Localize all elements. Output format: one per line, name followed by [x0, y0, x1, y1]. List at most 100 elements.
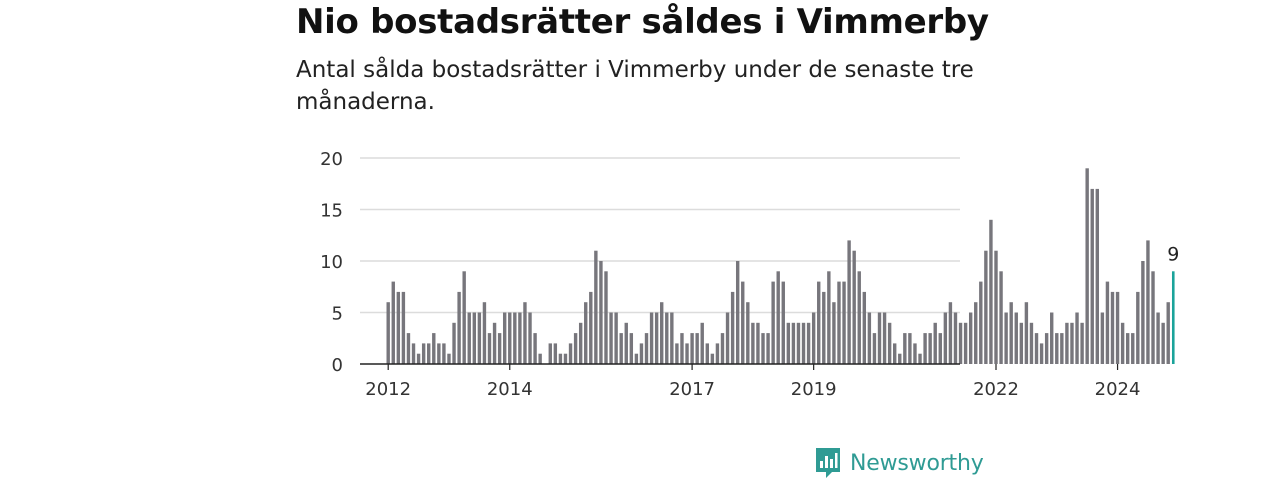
newsworthy-logo-icon [816, 448, 840, 478]
bar [893, 343, 897, 364]
x-tick-label: 2017 [669, 379, 715, 400]
bar [766, 333, 770, 364]
y-axis-ticks: 0 5 10 15 20 [320, 149, 343, 376]
bar [1039, 343, 1044, 364]
bar [1120, 322, 1125, 364]
bar [908, 333, 912, 364]
bar [1024, 302, 1029, 364]
bar [452, 322, 456, 364]
bar [811, 312, 816, 364]
bar [953, 312, 958, 364]
bar [629, 333, 634, 364]
bar [913, 343, 917, 364]
grid-lines [360, 157, 960, 314]
bar [1161, 322, 1165, 364]
bar [442, 343, 446, 364]
bar [1075, 312, 1079, 364]
bar [948, 302, 953, 364]
y-tick-label: 0 [332, 355, 343, 376]
bar [1019, 322, 1024, 364]
bar [1136, 291, 1140, 364]
x-tick-label: 2019 [791, 379, 837, 400]
bar [411, 343, 416, 364]
bar [806, 322, 811, 364]
bar [1060, 333, 1064, 364]
bar [634, 353, 639, 364]
bar [852, 250, 856, 364]
bar [1055, 333, 1059, 364]
bar [599, 261, 603, 364]
bar [923, 333, 927, 364]
brand-name: Newsworthy [850, 450, 984, 476]
bar [619, 333, 623, 364]
bar [746, 302, 750, 364]
bar [1125, 333, 1130, 364]
bar [1156, 312, 1160, 364]
bar [624, 322, 628, 364]
bar [968, 312, 973, 364]
y-tick-label: 15 [320, 201, 343, 222]
newsworthy-brand: Newsworthy [814, 446, 984, 480]
bar [589, 291, 593, 364]
bar [872, 333, 877, 364]
bar [1034, 333, 1039, 364]
bar [984, 250, 988, 364]
bar [1009, 302, 1013, 364]
bar [1065, 322, 1069, 364]
bar [649, 312, 654, 364]
y-tick-label: 10 [320, 252, 343, 273]
bar [867, 312, 872, 364]
bar [680, 333, 684, 364]
bar [614, 312, 618, 364]
bar [427, 343, 431, 364]
bar [482, 302, 487, 364]
bar [690, 333, 694, 364]
bar [862, 291, 867, 364]
bar [568, 343, 573, 364]
bar [492, 322, 497, 364]
bar [477, 312, 482, 364]
bar [538, 353, 542, 364]
bar [609, 312, 613, 364]
bar [730, 291, 735, 364]
x-tick-label: 2022 [973, 379, 1019, 400]
highlight-value-label: 9 [1167, 243, 1179, 265]
bar [1080, 322, 1084, 364]
bar [685, 343, 689, 364]
bar [887, 322, 892, 364]
bar [1085, 168, 1089, 364]
bar [670, 312, 674, 364]
bar [1146, 240, 1150, 364]
bar [837, 281, 841, 364]
bar [1004, 312, 1008, 364]
bar [1029, 322, 1034, 364]
bar [594, 250, 598, 364]
bar [1110, 291, 1115, 364]
bar [827, 271, 831, 364]
bar [1095, 188, 1099, 364]
bar [832, 302, 836, 364]
bar [437, 343, 441, 364]
bar [416, 353, 421, 364]
y-tick-label: 5 [332, 304, 343, 325]
bar [553, 343, 558, 364]
bar [943, 312, 948, 364]
bar [695, 333, 699, 364]
bar [1131, 333, 1135, 364]
bar [938, 333, 942, 364]
bar [928, 333, 932, 364]
bar [1141, 261, 1145, 364]
x-tick-label: 2024 [1095, 379, 1141, 400]
y-tick-label: 20 [320, 149, 343, 170]
bar [558, 353, 563, 364]
bar [462, 271, 466, 364]
highlight-bar [1171, 271, 1175, 364]
bar [578, 322, 583, 364]
bar [963, 322, 968, 364]
bar [518, 312, 522, 364]
x-tick-label: 2014 [487, 379, 533, 400]
bar [1105, 281, 1110, 364]
bar [958, 322, 963, 364]
chart-title: Nio bostadsrätter såldes i Vimmerby [296, 2, 989, 42]
